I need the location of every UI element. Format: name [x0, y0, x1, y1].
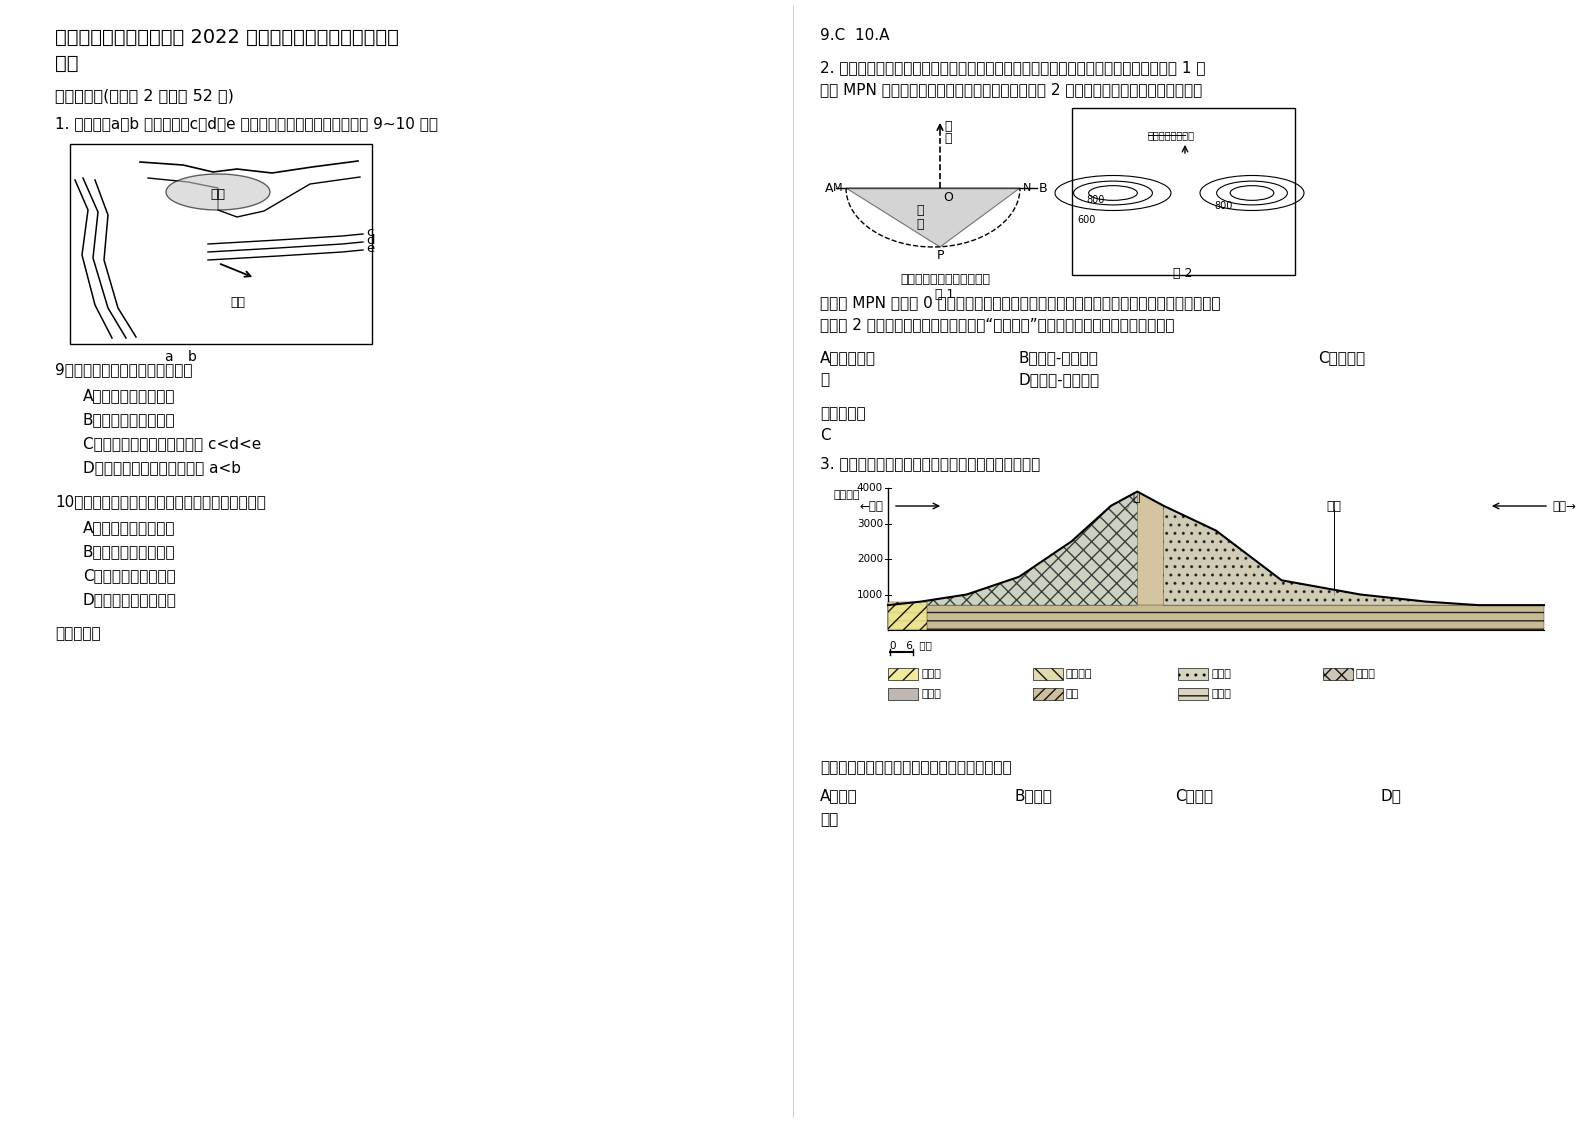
Text: 800: 800	[1214, 201, 1233, 211]
Text: C．阴转晴，气温降低: C．阴转晴，气温降低	[83, 568, 176, 583]
Text: 石灰岩: 石灰岩	[1211, 689, 1232, 699]
Text: d: d	[367, 233, 375, 247]
Bar	[1033, 668, 1063, 680]
Text: a: a	[163, 350, 173, 364]
Text: 单位：米: 单位：米	[833, 490, 860, 500]
Bar	[1324, 668, 1354, 680]
Text: 2000: 2000	[857, 554, 882, 564]
Text: 3. 下图是我国某山脉东、西坡地质剖面图。读图回答: 3. 下图是我国某山脉东、西坡地质剖面图。读图回答	[820, 456, 1039, 471]
Text: 2. 我国某中学的地理研究性学习小组对学校所在地区进行了经线和纬度数测定实验。图 1 中: 2. 我国某中学的地理研究性学习小组对学校所在地区进行了经线和纬度数测定实验。图…	[820, 59, 1206, 75]
Text: 9．对图中地理事物描述正确的是: 9．对图中地理事物描述正确的是	[56, 362, 192, 377]
Text: 甲: 甲	[1132, 490, 1139, 504]
Text: A．东西走向: A．东西走向	[820, 350, 876, 365]
Text: 洪积坡: 洪积坡	[1355, 669, 1376, 679]
Text: 片麻岩: 片麻岩	[920, 689, 941, 699]
Text: 10．未来一两日，该湖泊经历的天气变化最可能是: 10．未来一两日，该湖泊经历的天气变化最可能是	[56, 494, 267, 509]
Text: C、海洋: C、海洋	[1174, 788, 1212, 803]
Text: 1. 右图中，a、b 为等高线，c、d、e 为等压线，箭头表示风向，回答 9~10 题。: 1. 右图中，a、b 为等高线，c、d、e 为等压线，箭头表示风向，回答 9~1…	[56, 116, 438, 131]
Text: 向: 向	[820, 373, 828, 387]
Text: 风向: 风向	[230, 296, 246, 309]
Bar	[889, 668, 917, 680]
Text: C．图中等压线的数值关系为 c<d<e: C．图中等压线的数值关系为 c<d<e	[83, 436, 262, 451]
Text: 苔原: 苔原	[820, 812, 838, 827]
Text: A．转阴雨，气温降低: A．转阴雨，气温降低	[83, 519, 176, 535]
Text: D．西北-东南走向: D．西北-东南走向	[1017, 373, 1100, 387]
Bar	[889, 605, 1544, 629]
Text: c: c	[367, 226, 373, 239]
Text: 3000: 3000	[857, 518, 882, 528]
Text: 察到图 2 中太阳徐徐从鞍部落下，形成“双龙戏珠”的地理奇观，则该山脉应该大致是: 察到图 2 中太阳徐徐从鞍部落下，形成“双龙戏珠”的地理奇观，则该山脉应该大致是	[820, 318, 1174, 332]
Text: D、: D、	[1381, 788, 1401, 803]
Text: B．东北-西南走向: B．东北-西南走向	[1017, 350, 1098, 365]
Bar	[889, 688, 917, 700]
Text: O: O	[943, 191, 952, 204]
Text: ←西北: ←西北	[859, 500, 882, 513]
Text: 测: 测	[944, 120, 952, 134]
Text: 阴: 阴	[916, 218, 924, 230]
Text: M: M	[832, 183, 843, 193]
Polygon shape	[1163, 506, 1544, 605]
Polygon shape	[846, 188, 1020, 247]
Text: 湖泊: 湖泊	[211, 187, 225, 201]
Text: 解析: 解析	[56, 54, 78, 73]
Text: 参考答案：: 参考答案：	[56, 626, 100, 641]
Text: A、沙漠: A、沙漠	[820, 788, 857, 803]
Text: 一、选择题(每小题 2 分，共 52 分): 一、选择题(每小题 2 分，共 52 分)	[56, 88, 233, 103]
Text: 600: 600	[1078, 215, 1095, 226]
Text: 湖北省黄冈市方西河中学 2022 年高三地理上学期期末试卷含: 湖北省黄冈市方西河中学 2022 年高三地理上学期期末试卷含	[56, 28, 398, 47]
Text: 0   6  千米: 0 6 千米	[890, 640, 932, 650]
Text: 当杆影 MPN 连线与 0 点距离刚好处在一年之中的平均值的前后几日的傍晚，学习小组成员观: 当杆影 MPN 连线与 0 点距离刚好处在一年之中的平均值的前后几日的傍晚，学习…	[820, 295, 1220, 310]
Text: b: b	[187, 350, 197, 364]
Text: N: N	[1024, 183, 1032, 193]
Bar	[1178, 688, 1208, 700]
Text: e: e	[367, 241, 375, 255]
Text: 结合图例，推断甲处岩石形成处的古地理环境是: 结合图例，推断甲处岩石形成处的古地理环境是	[820, 760, 1011, 775]
Text: 东南→: 东南→	[1552, 500, 1576, 513]
Text: 图 2: 图 2	[1173, 267, 1193, 280]
Text: 冲积层: 冲积层	[1211, 669, 1232, 679]
Text: C．南北走: C．南北走	[1317, 350, 1365, 365]
Text: B、沼泽: B、沼泽	[1016, 788, 1052, 803]
Text: A．该地区位于北半球: A．该地区位于北半球	[83, 388, 176, 403]
Text: 半固定沙: 半固定沙	[1066, 669, 1092, 679]
Text: P: P	[936, 249, 944, 263]
Text: 杆: 杆	[944, 132, 952, 145]
Text: C: C	[820, 427, 830, 443]
Text: 图 1: 图 1	[935, 288, 955, 301]
Text: 4000: 4000	[857, 482, 882, 493]
Text: 参考答案：: 参考答案：	[820, 406, 865, 421]
Bar	[889, 601, 927, 629]
Text: 流动沙: 流动沙	[920, 669, 941, 679]
Text: D．转阴雨，气温升高: D．转阴雨，气温升高	[83, 592, 176, 607]
Polygon shape	[889, 491, 1544, 629]
Bar	[70, 144, 371, 344]
Text: B．阴转晴，气温升高: B．阴转晴，气温升高	[83, 544, 176, 559]
Text: 测定经线和纬度实验示意图: 测定经线和纬度实验示意图	[900, 273, 990, 286]
Text: 变岩: 变岩	[1066, 689, 1079, 699]
Polygon shape	[167, 174, 270, 210]
Bar	[1178, 668, 1208, 680]
Text: A: A	[825, 182, 833, 194]
Text: 银川: 银川	[1327, 500, 1341, 513]
Bar	[1071, 108, 1295, 275]
Text: D．图中等高线的数值关系为 a<b: D．图中等高线的数值关系为 a<b	[83, 460, 241, 475]
Polygon shape	[889, 491, 1138, 605]
Text: 9.C  10.A: 9.C 10.A	[820, 28, 889, 43]
Bar	[1033, 688, 1063, 700]
Text: 1000: 1000	[857, 589, 882, 599]
Text: 太阳视运动的方向: 太阳视运动的方向	[1147, 130, 1195, 140]
Text: B．图中湖泊是外流湖: B．图中湖泊是外流湖	[83, 412, 176, 427]
Text: B: B	[1039, 182, 1047, 194]
Text: 800: 800	[1086, 195, 1105, 205]
Text: 影: 影	[916, 203, 924, 217]
Text: 虚线 MPN 弧是国庆节那天测杆影子端点的连线，图 2 为该地某山脉等高线图。分析回答: 虚线 MPN 弧是国庆节那天测杆影子端点的连线，图 2 为该地某山脉等高线图。分…	[820, 82, 1203, 96]
